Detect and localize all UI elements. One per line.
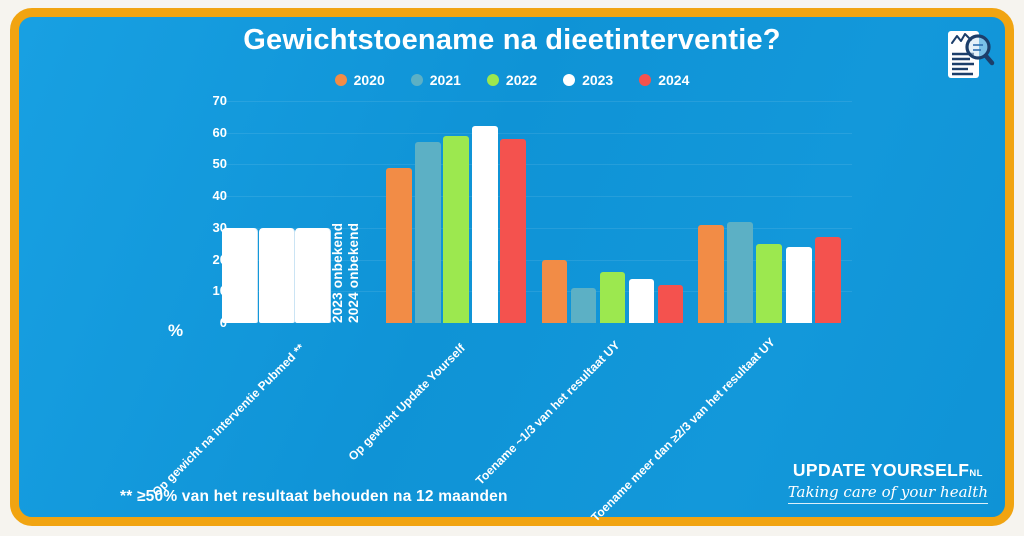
brand-name: UPDATE YOURSELFNL bbox=[788, 460, 988, 481]
y-tick-60: 60 bbox=[212, 124, 227, 140]
legend-item-2024: 2024 bbox=[639, 72, 689, 88]
legend-item-2022: 2022 bbox=[486, 72, 538, 88]
brand-suffix: NL bbox=[969, 468, 983, 479]
x-category-label-2: Op gewicht Update Yourself bbox=[345, 341, 468, 464]
gridline-30 bbox=[222, 227, 852, 229]
annotation-2024-onbekend: 2024 onbekend bbox=[346, 222, 361, 323]
legend-item-2020: 2020 bbox=[334, 72, 385, 88]
x-category-label-3: Toename ~1/3 van het resultaat UY bbox=[473, 338, 623, 488]
gridline-20 bbox=[222, 259, 852, 261]
legend: 2020 2021 2022 2023 2024 bbox=[0, 72, 1024, 88]
bar-2021-category-2 bbox=[414, 142, 441, 323]
legend-label-2021: 2021 bbox=[429, 72, 461, 88]
bar-2022-category-3 bbox=[600, 272, 625, 323]
bar-2020-category-4 bbox=[698, 224, 724, 323]
brand-tagline: Taking care of your health bbox=[787, 483, 988, 504]
bar-2021-category-4 bbox=[727, 221, 754, 323]
footnote: ** ≥50% van het resultaat behouden na 12… bbox=[120, 488, 508, 505]
bar-2021-category-1 bbox=[258, 227, 295, 323]
legend-dot-2021 bbox=[410, 74, 423, 86]
y-axis-unit-label: % bbox=[168, 321, 184, 340]
gridline-10 bbox=[222, 291, 852, 293]
y-tick-50: 50 bbox=[212, 156, 227, 172]
gridline-70 bbox=[222, 101, 852, 102]
gridline-60 bbox=[222, 132, 852, 134]
legend-label-2024: 2024 bbox=[658, 72, 690, 88]
document-search-icon bbox=[948, 31, 995, 78]
legend-dot-2022 bbox=[486, 74, 499, 86]
annotation-2023-onbekend: 2023 onbekend bbox=[330, 222, 345, 323]
legend-dot-2024 bbox=[639, 74, 652, 86]
bar-2024-category-2 bbox=[500, 139, 527, 323]
legend-label-2020: 2020 bbox=[353, 72, 385, 88]
gridline-40 bbox=[222, 196, 852, 198]
legend-item-2021: 2021 bbox=[410, 72, 461, 88]
bar-2020-category-1 bbox=[222, 227, 258, 323]
legend-dot-2020 bbox=[334, 74, 347, 86]
brand-logo: UPDATE YOURSELFNL Taking care of your he… bbox=[787, 460, 988, 504]
bar-2024-category-4 bbox=[814, 237, 841, 323]
bar-2020-category-3 bbox=[542, 259, 567, 323]
bar-2022-category-4 bbox=[756, 243, 783, 323]
bar-2023-category-4 bbox=[785, 246, 812, 323]
bar-2023-category-2 bbox=[471, 126, 498, 323]
legend-label-2022: 2022 bbox=[505, 72, 538, 88]
legend-dot-2023 bbox=[563, 74, 576, 86]
bar-2022-category-1 bbox=[295, 227, 331, 323]
bar-2023-category-3 bbox=[629, 278, 654, 323]
y-tick-40: 40 bbox=[212, 188, 227, 204]
x-category-label-4: Toename meer dan ≥2/3 van het resultaat … bbox=[588, 335, 778, 525]
bar-2021-category-3 bbox=[571, 288, 596, 323]
legend-label-2023: 2023 bbox=[582, 72, 614, 88]
gridline-50 bbox=[222, 164, 852, 166]
bar-2022-category-2 bbox=[443, 135, 470, 323]
brand-name-text: UPDATE YOURSELF bbox=[792, 460, 970, 480]
bar-2024-category-3 bbox=[658, 284, 683, 323]
legend-item-2023: 2023 bbox=[563, 72, 613, 88]
x-category-label-1: Op gewicht na interventie Pubmed ** bbox=[148, 341, 307, 500]
page-title: Gewichtstoename na dieetinterventie? bbox=[243, 24, 781, 56]
bar-2020-category-2 bbox=[386, 167, 412, 323]
y-tick-70: 70 bbox=[212, 93, 227, 108]
